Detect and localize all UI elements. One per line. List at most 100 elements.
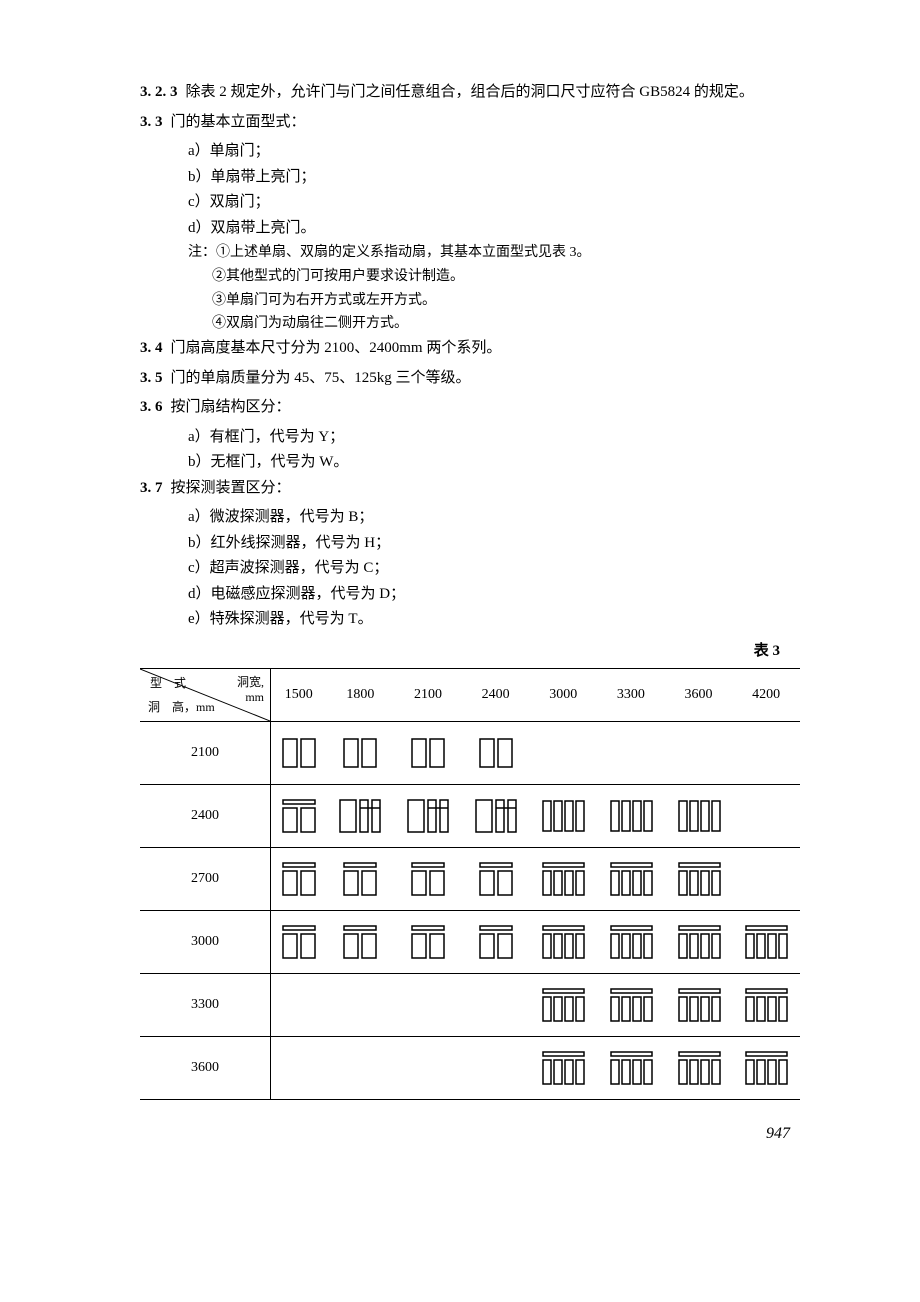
row-header: 2700 bbox=[140, 848, 271, 911]
corner-bottom: 洞 高，mm bbox=[148, 697, 215, 717]
table-cell bbox=[529, 974, 597, 1037]
note-1: 注：①上述单扇、双扇的定义系指动扇，其基本立面型式见表 3。 bbox=[140, 241, 800, 265]
door-icon bbox=[744, 934, 788, 949]
table-cell bbox=[529, 785, 597, 848]
col-header: 3000 bbox=[529, 669, 597, 722]
col-header: 1500 bbox=[271, 669, 327, 722]
table-cell bbox=[327, 911, 395, 974]
text-37: 按探测装置区分： bbox=[171, 480, 291, 496]
item-33b: b）单扇带上亮门； bbox=[140, 165, 800, 191]
door-icon bbox=[609, 808, 653, 823]
door-icon bbox=[744, 1060, 788, 1075]
door-icon bbox=[609, 997, 653, 1012]
table-cell bbox=[732, 848, 800, 911]
col-header: 4200 bbox=[732, 669, 800, 722]
para-3-5: 3. 5门的单扇质量分为 45、75、125kg 三个等级。 bbox=[140, 366, 800, 392]
table-row: 2700 bbox=[140, 848, 800, 911]
table-body: 210024002700300033003600 bbox=[140, 722, 800, 1100]
table-caption: 表 3 bbox=[140, 639, 800, 665]
table-cell bbox=[462, 1037, 530, 1100]
col-header: 2400 bbox=[462, 669, 530, 722]
para-3-3: 3. 3 门的基本立面型式： bbox=[140, 110, 800, 136]
row-header: 3000 bbox=[140, 911, 271, 974]
table-cell bbox=[597, 974, 665, 1037]
table-cell bbox=[271, 911, 327, 974]
table-cell bbox=[394, 722, 462, 785]
table-header-row: 型 式 洞宽,mm 洞 高，mm 15001800210024003000330… bbox=[140, 669, 800, 722]
para-3-7: 3. 7 按探测装置区分： bbox=[140, 476, 800, 502]
col-header: 3600 bbox=[665, 669, 733, 722]
table-cell bbox=[732, 1037, 800, 1100]
table-cell bbox=[732, 785, 800, 848]
table-row: 3600 bbox=[140, 1037, 800, 1100]
door-icon bbox=[342, 934, 378, 949]
table-cell bbox=[462, 722, 530, 785]
door-icon bbox=[281, 871, 317, 886]
table-cell bbox=[665, 974, 733, 1037]
col-header: 2100 bbox=[394, 669, 462, 722]
table-cell bbox=[529, 722, 597, 785]
row-header: 3600 bbox=[140, 1037, 271, 1100]
table-cell bbox=[394, 1037, 462, 1100]
page-number: 947 bbox=[140, 1120, 800, 1147]
corner-top: 型 式 bbox=[150, 673, 186, 693]
table-cell bbox=[732, 911, 800, 974]
num-35: 3. 5 bbox=[140, 370, 163, 386]
item-37d: d）电磁感应探测器，代号为 D； bbox=[140, 582, 800, 608]
para-3-2-3: 3. 2. 3除表 2 规定外，允许门与门之间任意组合，组合后的洞口尺寸应符合 … bbox=[140, 80, 800, 106]
table-cell bbox=[394, 911, 462, 974]
door-icon bbox=[677, 808, 721, 823]
door-icon bbox=[677, 1060, 721, 1075]
door-icon bbox=[677, 934, 721, 949]
table-cell bbox=[327, 974, 395, 1037]
door-icon bbox=[677, 871, 721, 886]
row-header: 3300 bbox=[140, 974, 271, 1037]
door-icon bbox=[281, 745, 317, 760]
text-33: 门的基本立面型式： bbox=[171, 114, 306, 130]
table-cell bbox=[462, 911, 530, 974]
door-icon bbox=[541, 1060, 585, 1075]
item-33c: c）双扇门； bbox=[140, 190, 800, 216]
item-33d: d）双扇带上亮门。 bbox=[140, 216, 800, 242]
table-cell bbox=[327, 785, 395, 848]
table-cell bbox=[271, 974, 327, 1037]
door-icon bbox=[342, 745, 378, 760]
door-icon bbox=[541, 997, 585, 1012]
note-2: ②其他型式的门可按用户要求设计制造。 bbox=[140, 265, 800, 289]
num-33: 3. 3 bbox=[140, 114, 163, 130]
table-cell bbox=[597, 722, 665, 785]
item-37b: b）红外线探测器，代号为 H； bbox=[140, 531, 800, 557]
table-cell bbox=[597, 1037, 665, 1100]
door-icon bbox=[541, 871, 585, 886]
door-icon bbox=[744, 997, 788, 1012]
item-37e: e）特殊探测器，代号为 T。 bbox=[140, 607, 800, 633]
corner-cell: 型 式 洞宽,mm 洞 高，mm bbox=[140, 669, 271, 722]
table-cell bbox=[271, 1037, 327, 1100]
door-icon bbox=[677, 997, 721, 1012]
door-icon bbox=[410, 934, 446, 949]
table-row: 2400 bbox=[140, 785, 800, 848]
table-cell bbox=[665, 911, 733, 974]
item-37a: a）微波探测器，代号为 B； bbox=[140, 505, 800, 531]
para-3-6: 3. 6按门扇结构区分： bbox=[140, 395, 800, 421]
table-row: 2100 bbox=[140, 722, 800, 785]
table-cell bbox=[732, 722, 800, 785]
table-cell bbox=[271, 848, 327, 911]
door-icon bbox=[609, 1060, 653, 1075]
door-icon bbox=[281, 934, 317, 949]
table-cell bbox=[529, 848, 597, 911]
table-cell bbox=[732, 974, 800, 1037]
door-type-table: 型 式 洞宽,mm 洞 高，mm 15001800210024003000330… bbox=[140, 668, 800, 1100]
door-icon bbox=[410, 745, 446, 760]
num-37: 3. 7 bbox=[140, 480, 163, 496]
table-cell bbox=[665, 1037, 733, 1100]
door-icon bbox=[478, 934, 514, 949]
table-cell bbox=[529, 1037, 597, 1100]
table-cell bbox=[327, 1037, 395, 1100]
table-cell bbox=[394, 785, 462, 848]
table-cell bbox=[271, 722, 327, 785]
num-36: 3. 6 bbox=[140, 399, 163, 415]
table-cell bbox=[597, 848, 665, 911]
table-cell bbox=[462, 785, 530, 848]
row-header: 2400 bbox=[140, 785, 271, 848]
